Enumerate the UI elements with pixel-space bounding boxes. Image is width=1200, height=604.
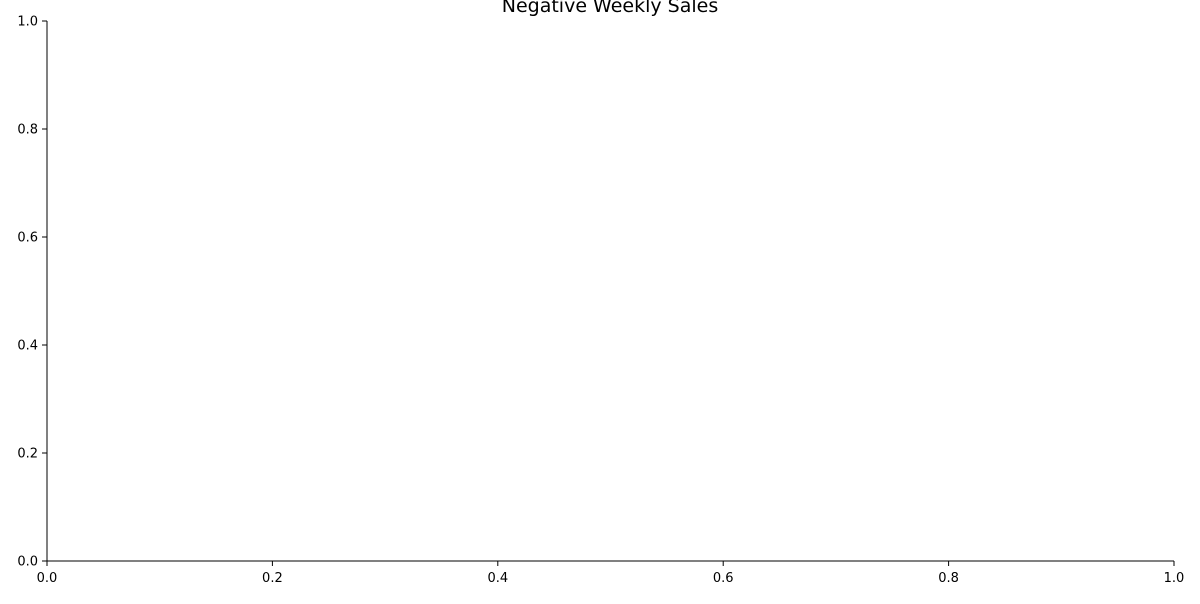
x-tick-label: 0.2 (262, 571, 283, 586)
chart-title: Negative Weekly Sales (502, 0, 719, 17)
x-tick-label: 0.0 (37, 571, 58, 586)
y-tick-label: 0.0 (17, 555, 38, 570)
x-tick-label: 0.4 (487, 571, 508, 586)
y-tick-label: 0.6 (17, 231, 38, 246)
x-axis: 0.0 0.2 0.4 0.6 0.8 1.0 (37, 560, 1185, 586)
y-tick-label: 0.8 (17, 123, 38, 138)
y-tick-label: 0.4 (17, 339, 38, 354)
x-tick-label: 1.0 (1164, 571, 1185, 586)
y-tick-label: 1.0 (17, 15, 38, 30)
x-tick-label: 0.6 (713, 571, 734, 586)
x-tick-label: 0.8 (938, 571, 959, 586)
y-axis: 0.0 0.2 0.4 0.6 0.8 1.0 (17, 15, 48, 570)
y-tick-label: 0.2 (17, 447, 38, 462)
